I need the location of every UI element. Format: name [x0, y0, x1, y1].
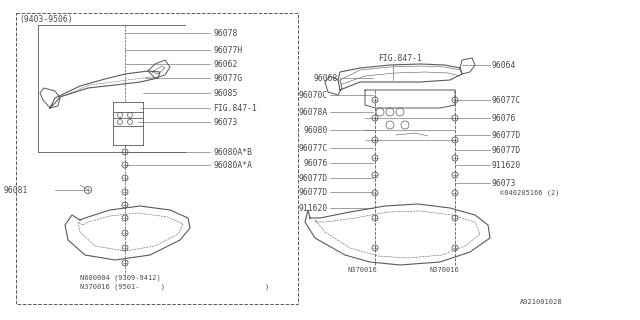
Text: 96078A: 96078A	[299, 108, 328, 116]
Text: FIG.847-1: FIG.847-1	[213, 103, 257, 113]
Text: (9403-9506): (9403-9506)	[19, 14, 72, 23]
Text: ©040205166 (2): ©040205166 (2)	[500, 190, 559, 196]
Text: 96080: 96080	[303, 125, 328, 134]
Text: 96077C: 96077C	[299, 143, 328, 153]
Text: 96068: 96068	[314, 74, 338, 83]
Text: 96062: 96062	[213, 60, 237, 68]
Text: 911620: 911620	[492, 161, 521, 170]
Text: 96076: 96076	[303, 158, 328, 167]
Text: 96077C: 96077C	[492, 95, 521, 105]
Text: FIG.847-1: FIG.847-1	[378, 53, 422, 62]
Text: N370016: N370016	[430, 267, 460, 273]
Text: ): )	[265, 284, 269, 290]
Text: N370016 (9501-     ): N370016 (9501- )	[80, 284, 165, 290]
Text: 96077D: 96077D	[492, 146, 521, 155]
Text: 96077D: 96077D	[299, 173, 328, 182]
Text: 96085: 96085	[213, 89, 237, 98]
Text: 96078: 96078	[213, 28, 237, 37]
Text: 96076: 96076	[492, 114, 516, 123]
Text: 96080A*B: 96080A*B	[213, 148, 252, 156]
Text: 96080A*A: 96080A*A	[213, 161, 252, 170]
Text: N370016: N370016	[348, 267, 378, 273]
Text: 96077H: 96077H	[213, 45, 243, 54]
Text: 96073: 96073	[492, 179, 516, 188]
Bar	[16, 13, 298, 304]
Text: 96077G: 96077G	[213, 74, 243, 83]
Text: 96064: 96064	[492, 60, 516, 69]
Text: A921001028: A921001028	[520, 299, 563, 305]
Text: 96073: 96073	[213, 117, 237, 126]
Text: 96077D: 96077D	[492, 131, 521, 140]
Text: N600004 (9309-9412): N600004 (9309-9412)	[80, 275, 161, 281]
Text: 911620: 911620	[299, 204, 328, 212]
Text: 96077D: 96077D	[299, 188, 328, 196]
Text: 96070C: 96070C	[299, 91, 328, 100]
Text: 96081: 96081	[4, 186, 28, 195]
